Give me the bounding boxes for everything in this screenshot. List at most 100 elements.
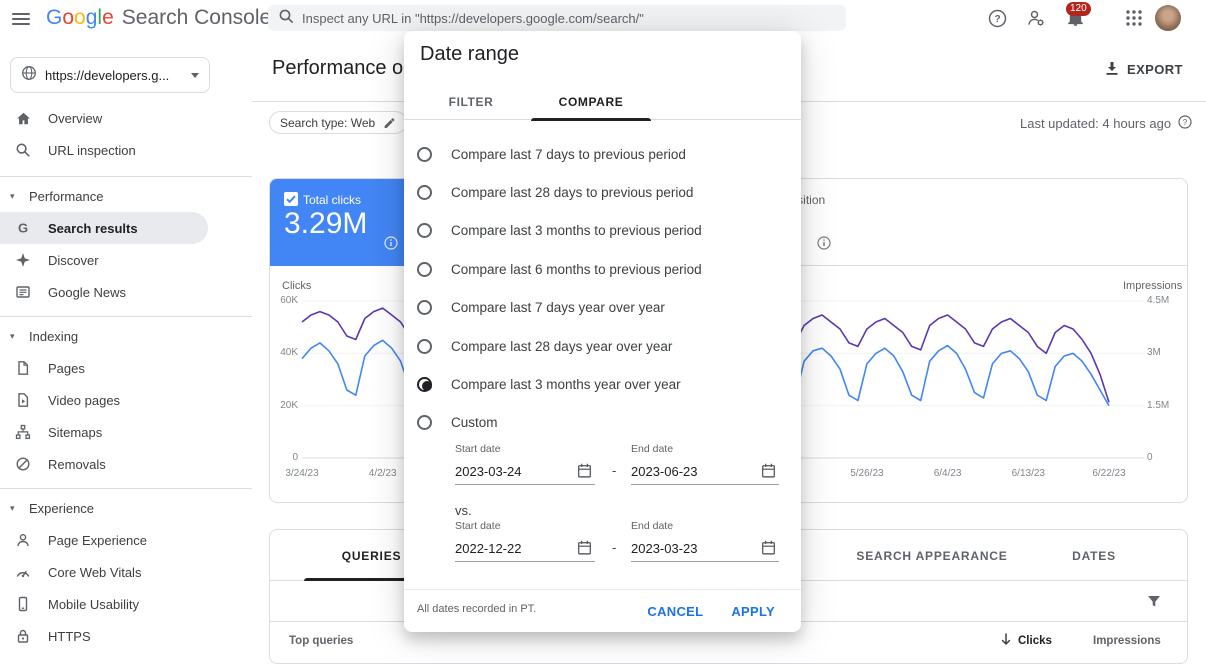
- start-date-label: Start date: [455, 520, 501, 532]
- apps-grid-icon[interactable]: [1122, 6, 1146, 30]
- property-selector[interactable]: https://developers.g...: [10, 57, 210, 93]
- column-header-impressions[interactable]: Impressions: [1093, 635, 1161, 647]
- sidebar-item-sitemaps[interactable]: Sitemaps: [0, 416, 208, 448]
- period1-start-date-field: [455, 458, 595, 485]
- radio-icon: [417, 299, 432, 315]
- divider: [0, 176, 252, 177]
- timezone-note: All dates recorded in PT.: [417, 603, 537, 615]
- period2-end-date-input[interactable]: [631, 535, 779, 561]
- radio-compare-3-months-yoy[interactable]: Compare last 3 months year over year: [404, 365, 801, 403]
- search-type-chip[interactable]: Search type: Web: [269, 111, 408, 134]
- radio-compare-28-days-yoy[interactable]: Compare last 28 days year over year: [404, 327, 801, 365]
- dialog-footer: All dates recorded in PT. CANCEL APPLY: [404, 589, 801, 632]
- radio-icon: [417, 146, 432, 162]
- sidebar-item-search-results[interactable]: G Search results: [0, 212, 208, 244]
- url-inspect-input[interactable]: [302, 10, 836, 26]
- end-date-label: End date: [631, 520, 674, 532]
- info-icon[interactable]: [817, 236, 831, 255]
- lock-icon: [14, 627, 32, 645]
- sparkle-icon: [14, 251, 32, 269]
- radio-icon: [417, 338, 432, 354]
- smartphone-icon: [14, 595, 32, 613]
- radio-compare-7-days-previous[interactable]: Compare last 7 days to previous period: [404, 135, 801, 173]
- radio-compare-7-days-yoy[interactable]: Compare last 7 days year over year: [404, 288, 801, 326]
- sidebar-item-url-inspection[interactable]: URL inspection: [0, 134, 208, 166]
- info-icon[interactable]: [384, 236, 398, 255]
- period1-end-date-input[interactable]: [631, 458, 779, 484]
- radio-icon: [417, 261, 432, 277]
- calendar-icon[interactable]: [760, 462, 777, 484]
- left-axis-tick: 40K: [280, 347, 298, 359]
- tile-total-clicks[interactable]: Total clicks 3.29M: [270, 179, 414, 266]
- sidebar-item-google-news[interactable]: Google News: [0, 276, 208, 308]
- help-icon[interactable]: ?: [985, 6, 1009, 30]
- logo-product-name: Search Console: [121, 6, 272, 29]
- collapse-caret-icon: ▾: [10, 190, 15, 201]
- right-axis-tick: 3M: [1147, 347, 1161, 359]
- sidebar-item-pages[interactable]: Pages: [0, 352, 208, 384]
- calendar-icon[interactable]: [760, 539, 777, 561]
- export-button[interactable]: EXPORT: [1104, 60, 1183, 79]
- left-axis-tick: 0: [292, 451, 298, 463]
- radio-icon: [417, 222, 432, 238]
- download-icon: [1104, 60, 1120, 79]
- sort-arrow-down-icon[interactable]: [999, 632, 1013, 653]
- period2-start-date-input[interactable]: [455, 535, 595, 561]
- cancel-button[interactable]: CANCEL: [637, 596, 713, 627]
- date-range-dialog: Date range FILTER COMPARE Compare last 7…: [404, 31, 801, 632]
- left-axis-title: Clicks: [282, 280, 312, 292]
- filter-funnel-icon[interactable]: [1146, 593, 1162, 614]
- sidebar-item-mobile-usability[interactable]: Mobile Usability: [0, 588, 208, 620]
- radio-icon: [417, 414, 432, 430]
- metric-value: 3.29M: [284, 207, 368, 240]
- sidebar-item-https[interactable]: HTTPS: [0, 620, 208, 652]
- last-updated: Last updated: 4 hours ago ?: [1020, 115, 1192, 132]
- logo-letter: l: [97, 6, 103, 29]
- calendar-icon[interactable]: [576, 462, 593, 484]
- tab-search-appearance[interactable]: SEARCH APPEARANCE: [856, 548, 1008, 563]
- sidebar-item-core-web-vitals[interactable]: Core Web Vitals: [0, 556, 208, 588]
- calendar-icon[interactable]: [576, 539, 593, 561]
- radio-compare-3-months-previous[interactable]: Compare last 3 months to previous period: [404, 211, 801, 249]
- video-document-icon: [14, 391, 32, 409]
- logo-letter: e: [102, 6, 114, 29]
- radio-compare-6-months-previous[interactable]: Compare last 6 months to previous period: [404, 250, 801, 288]
- user-settings-icon[interactable]: [1024, 6, 1048, 30]
- period1-end-date-field: [631, 458, 779, 485]
- help-circle-icon[interactable]: ?: [1178, 115, 1192, 132]
- sidebar-item-removals[interactable]: Removals: [0, 448, 208, 480]
- x-axis-tick: 3/24/23: [285, 468, 319, 479]
- hamburger-menu-icon[interactable]: [12, 10, 30, 26]
- sidebar-section-experience[interactable]: ▾ Experience: [10, 500, 95, 516]
- column-header-clicks[interactable]: Clicks: [1018, 635, 1052, 647]
- divider: [0, 316, 252, 317]
- sidebar-item-page-experience[interactable]: Page Experience: [0, 524, 208, 556]
- right-axis-tick: 4.5M: [1147, 295, 1170, 306]
- document-icon: [14, 359, 32, 377]
- collapse-caret-icon: ▾: [10, 330, 15, 341]
- sidebar-item-discover[interactable]: Discover: [0, 244, 208, 276]
- apply-button[interactable]: APPLY: [721, 596, 785, 627]
- sitemap-icon: [14, 423, 32, 441]
- dialog-tab-compare[interactable]: COMPARE: [531, 83, 651, 121]
- dialog-tab-filter[interactable]: FILTER: [448, 94, 494, 109]
- radio-custom[interactable]: Custom: [404, 403, 801, 441]
- sidebar: https://developers.g... Overview URL ins…: [0, 36, 252, 664]
- tab-dates[interactable]: DATES: [1072, 548, 1116, 563]
- sidebar-item-video-pages[interactable]: Video pages: [0, 384, 208, 416]
- top-bar: Google Search Console ? 120: [0, 0, 1206, 36]
- x-axis-tick: 4/2/23: [368, 468, 397, 479]
- sidebar-section-performance[interactable]: ▾ Performance: [10, 188, 104, 204]
- start-date-label: Start date: [455, 443, 501, 455]
- edit-pencil-icon: [383, 115, 396, 131]
- avatar[interactable]: [1155, 5, 1181, 31]
- svg-text:?: ?: [994, 14, 1000, 25]
- sidebar-item-overview[interactable]: Overview: [0, 102, 208, 134]
- radio-compare-28-days-previous[interactable]: Compare last 28 days to previous period: [404, 173, 801, 211]
- sidebar-section-indexing[interactable]: ▾ Indexing: [10, 328, 79, 344]
- tab-queries[interactable]: QUERIES: [304, 530, 439, 581]
- svg-text:?: ?: [1183, 118, 1188, 127]
- newspaper-icon: [14, 283, 32, 301]
- period1-start-date-input[interactable]: [455, 458, 595, 484]
